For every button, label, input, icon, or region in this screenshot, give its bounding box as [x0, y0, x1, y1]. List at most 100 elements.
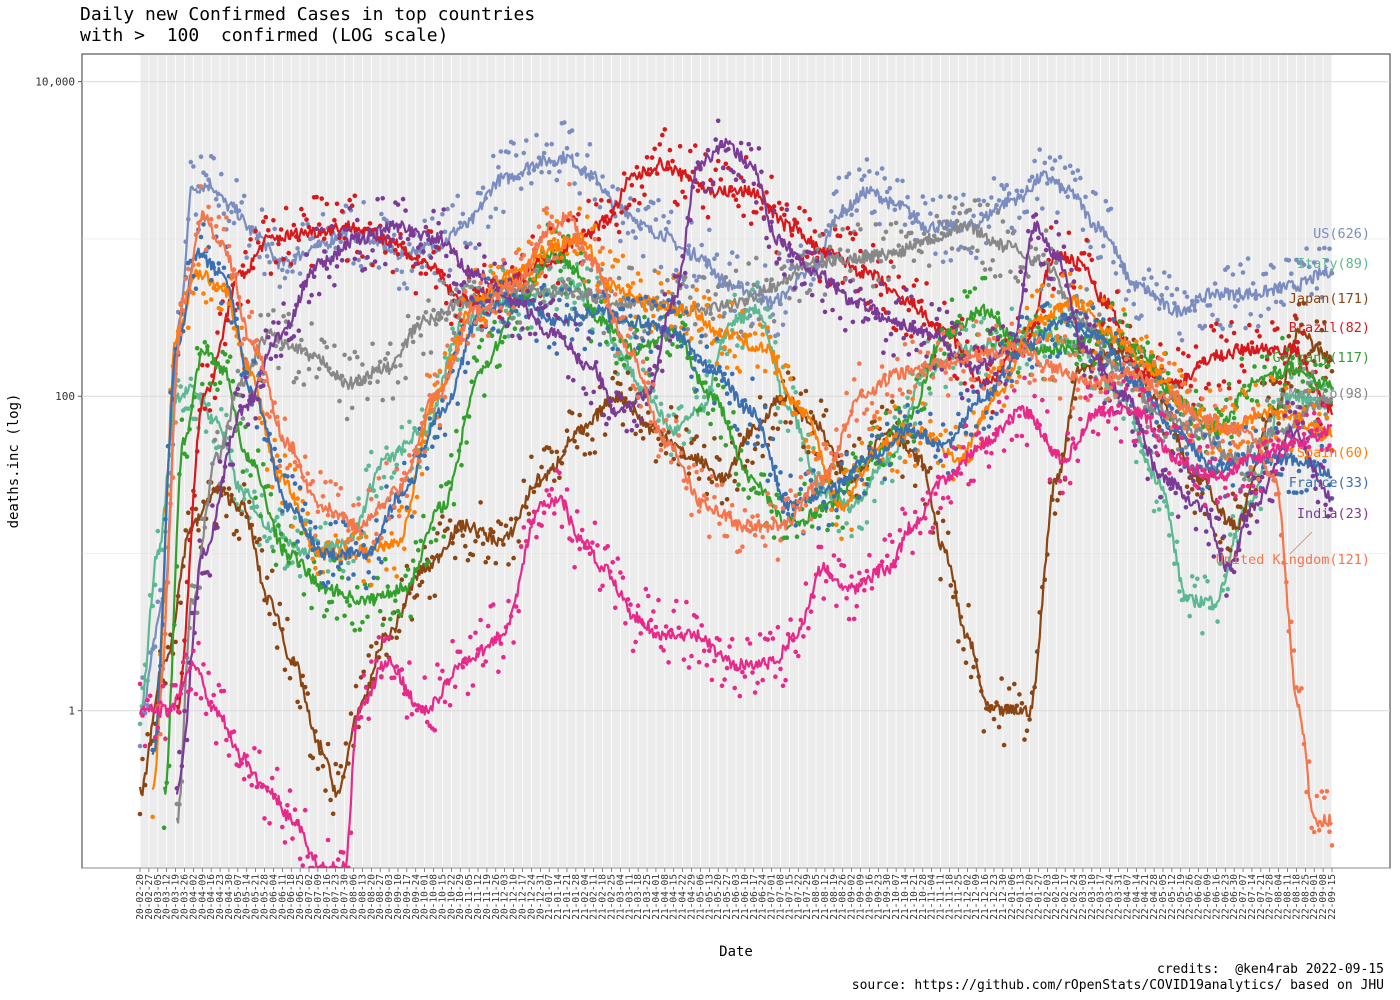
- data-point: [633, 431, 638, 437]
- data-point: [898, 229, 904, 234]
- data-point: [864, 520, 870, 525]
- data-point: [859, 440, 865, 446]
- data-point: [1036, 325, 1041, 330]
- data-point: [357, 250, 363, 255]
- data-point: [1202, 323, 1208, 329]
- data-point: [451, 330, 457, 336]
- data-point: [729, 371, 735, 377]
- data-point: [444, 253, 449, 259]
- data-point: [731, 410, 736, 415]
- data-point: [1181, 351, 1186, 356]
- data-point: [654, 344, 660, 350]
- data-point: [140, 756, 145, 762]
- data-point: [760, 443, 765, 449]
- x-tick-label: 22-06-02: [1194, 874, 1205, 920]
- data-point: [808, 409, 814, 415]
- data-point: [440, 514, 445, 519]
- data-point: [1003, 381, 1008, 387]
- data-point: [959, 202, 965, 207]
- data-point: [1121, 416, 1126, 421]
- data-point: [696, 509, 702, 514]
- data-point: [534, 338, 539, 344]
- data-point: [296, 328, 302, 334]
- data-point: [241, 193, 247, 199]
- data-point: [562, 120, 567, 125]
- data-point: [900, 178, 905, 184]
- data-point: [498, 149, 504, 154]
- x-tick-label: 22-04-28: [1149, 874, 1160, 920]
- data-point: [1048, 225, 1054, 230]
- y-tick-label: 100: [55, 390, 75, 403]
- data-point: [815, 258, 820, 264]
- data-point: [729, 250, 735, 255]
- data-point: [642, 192, 647, 198]
- data-point: [182, 708, 187, 714]
- data-point: [188, 289, 194, 295]
- data-point: [602, 299, 608, 304]
- data-point: [1046, 282, 1051, 288]
- data-point: [212, 381, 218, 387]
- data-point: [1093, 191, 1098, 196]
- data-point: [929, 301, 934, 307]
- data-point: [704, 303, 710, 308]
- data-point: [442, 394, 448, 400]
- data-point: [385, 584, 391, 589]
- data-point: [780, 401, 786, 406]
- data-point: [1198, 494, 1204, 500]
- data-point: [380, 196, 386, 201]
- data-point: [859, 526, 865, 531]
- data-point: [1139, 354, 1144, 360]
- data-point: [695, 188, 701, 194]
- data-point: [1098, 254, 1103, 260]
- data-point: [948, 431, 954, 436]
- x-tick-label: 21-02-25: [606, 874, 617, 920]
- data-point: [640, 338, 646, 343]
- data-point: [252, 359, 257, 364]
- x-tick-label: 20-07-16: [322, 874, 333, 920]
- data-point: [652, 363, 657, 369]
- data-point: [574, 445, 580, 450]
- data-point: [421, 249, 426, 254]
- data-point: [261, 219, 266, 224]
- data-point: [544, 292, 549, 297]
- data-point: [926, 386, 932, 391]
- data-point: [1270, 498, 1275, 504]
- data-point: [184, 454, 190, 459]
- data-point: [888, 259, 894, 265]
- data-point: [241, 482, 247, 487]
- data-point: [356, 257, 361, 263]
- data-point: [883, 229, 889, 235]
- data-point: [825, 527, 830, 533]
- data-point: [918, 349, 923, 355]
- x-tick-label: 20-05-07: [233, 874, 244, 920]
- data-point: [679, 450, 684, 456]
- x-tick-label: 21-02-04: [580, 874, 591, 920]
- data-point: [769, 509, 774, 514]
- data-point: [615, 350, 621, 356]
- data-point: [829, 209, 834, 214]
- data-point: [868, 440, 873, 446]
- data-point: [322, 249, 327, 254]
- data-point: [587, 142, 593, 147]
- data-point: [823, 228, 829, 234]
- data-point: [305, 471, 311, 476]
- data-point: [384, 460, 389, 466]
- data-point: [1231, 415, 1237, 421]
- data-point: [466, 414, 472, 419]
- data-point: [1296, 468, 1302, 474]
- data-point: [887, 451, 893, 457]
- x-tick-label: 21-09-02: [847, 874, 858, 920]
- data-point: [775, 332, 781, 337]
- data-point: [840, 227, 845, 232]
- data-point: [879, 364, 885, 369]
- data-point: [546, 344, 552, 350]
- data-point: [554, 449, 560, 455]
- data-point: [241, 497, 247, 502]
- data-point: [1192, 308, 1198, 313]
- data-point: [489, 333, 495, 339]
- data-point: [272, 621, 278, 627]
- data-point: [1200, 491, 1205, 496]
- data-point: [379, 211, 384, 217]
- data-point: [769, 174, 774, 180]
- data-point: [422, 218, 428, 224]
